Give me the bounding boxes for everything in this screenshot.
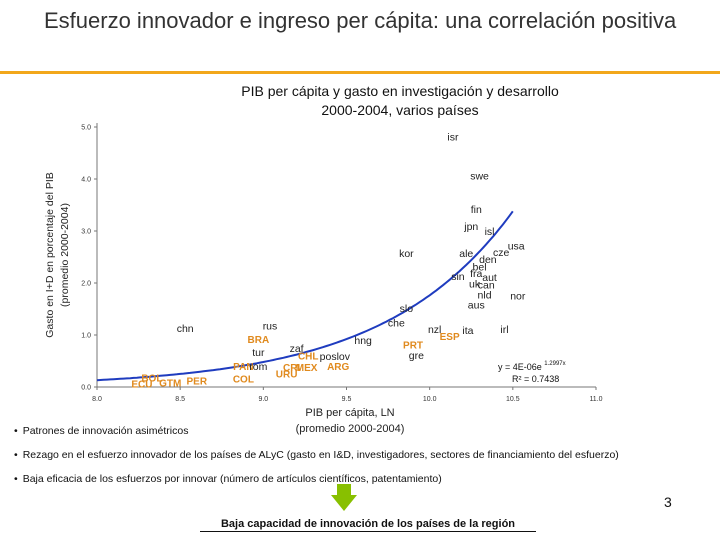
bullet-list: Patrones de innovación asimétricos Rezag… (14, 425, 714, 497)
bullet-item: Rezago en el esfuerzo innovador de los p… (14, 449, 714, 462)
x-tick-label: 8.0 (92, 396, 102, 403)
data-point-col: COL (233, 375, 254, 386)
data-point-cze: cze (493, 247, 510, 259)
bullet-item: Baja eficacia de los esfuerzos por innov… (14, 473, 714, 486)
data-point-kor: kor (399, 248, 414, 260)
data-point-per: PER (187, 376, 208, 387)
trend-curve-layer (96, 210, 514, 382)
regression-equation-base: y = 4E-06e (498, 362, 542, 372)
data-point-nld: nld (478, 289, 492, 301)
data-point-bol: BOL (141, 374, 162, 385)
x-tick-label: 9.0 (258, 396, 268, 403)
chart-subtitle: 2000-2004, varios países (321, 102, 479, 118)
chart-axes: 8.0 8.5 9.0 9.5 10.0 10.5 11.0 0.0 1.0 2.0 3.0 4.0 5… (81, 123, 603, 403)
data-point-usa: usa (508, 241, 525, 253)
y-tick-label: 2.0 (81, 281, 91, 288)
data-point-chl: CHL (298, 351, 319, 362)
data-point-uk: uk (469, 279, 481, 291)
data-point-poslov: poslov (320, 351, 351, 363)
data-point-rus: rus (263, 321, 278, 333)
data-point-tur: tur (252, 347, 265, 359)
y-tick-label: 3.0 (81, 229, 91, 236)
data-point-mex: MEX (296, 363, 318, 374)
data-point-sin: sin (451, 271, 465, 283)
data-point-nzl: nzl (428, 324, 441, 336)
slide-title: Esfuerzo innovador e ingreso per cápita:… (44, 8, 677, 33)
x-tick-label: 9.5 (342, 396, 352, 403)
data-point-bel: bel (473, 261, 487, 273)
data-point-isl: isl (485, 226, 495, 238)
page-number: 3 (664, 494, 672, 510)
data-point-isr: isr (447, 131, 459, 143)
data-point-gtm: GTM (159, 378, 181, 389)
chart-title-block: PIB per cápita y gasto en investigación … (180, 82, 620, 120)
x-tick-label: 8.5 (175, 396, 185, 403)
data-point-hng: hng (354, 335, 372, 347)
arrow-stem (337, 484, 351, 496)
data-point-zaf: zaf (290, 343, 304, 355)
regression-equation: y = 4E-06e 1.2997x (498, 361, 566, 372)
data-point-slo: slo (400, 303, 414, 315)
data-point-cri: CRI (283, 363, 300, 374)
down-arrow-icon (331, 495, 357, 511)
data-point-aus: aus (468, 299, 485, 311)
scatter-chart: 8.0 8.5 9.0 9.5 10.0 10.5 11.0 0.0 1.0 2.0 3.0 4.0 5… (44, 123, 603, 435)
data-point-ita: ita (462, 325, 473, 337)
y-tick-label: 1.0 (81, 333, 91, 340)
r-squared-label: R² = 0.7438 (512, 374, 559, 384)
y-axis-label-sub: (promedio 2000-2004) (59, 203, 71, 307)
y-tick-label: 0.0 (81, 385, 91, 392)
x-tick-label: 10.5 (506, 396, 520, 403)
data-point-can: can (478, 280, 495, 292)
data-point-pan: PAN (233, 362, 253, 373)
data-point-ale: ale (459, 248, 473, 260)
data-point-bra: BRA (248, 335, 270, 346)
data-point-esp: ESP (440, 332, 460, 343)
data-point-rom: rom (249, 361, 267, 373)
conclusion-text: Baja capacidad de innovación de los país… (200, 518, 536, 532)
x-tick-label: 11.0 (589, 396, 602, 403)
data-point-den: den (479, 254, 497, 266)
title-divider (0, 71, 720, 74)
y-tick-label: 5.0 (81, 125, 91, 132)
data-point-uru: URU (276, 370, 298, 381)
x-tick-label: 10.0 (423, 396, 437, 403)
y-tick-label: 4.0 (81, 177, 91, 184)
data-point-prt: PRT (403, 340, 423, 351)
data-point-jpn: jpn (463, 221, 478, 233)
data-point-irl: irl (500, 324, 508, 336)
data-point-fin: fin (471, 204, 482, 216)
data-point-nor: nor (510, 291, 526, 303)
data-point-gre: gre (409, 350, 424, 362)
data-point-chn: chn (177, 323, 194, 335)
trend-curve (96, 210, 514, 382)
y-axis-label: Gasto en I+D en porcentaje del PIB (44, 172, 56, 337)
data-point-ecu: ECU (131, 379, 152, 390)
bullet-item: Patrones de innovación asimétricos (14, 425, 714, 438)
data-point-fra: fra (470, 268, 482, 280)
data-point-arg: ARG (327, 362, 349, 373)
data-point-che: che (388, 318, 405, 330)
regression-equation-exponent: 1.2997x (544, 361, 565, 367)
data-point-swe: swe (470, 170, 489, 182)
chart-title: PIB per cápita y gasto en investigación … (241, 83, 559, 99)
x-axis-label: PIB per cápita, LN (305, 407, 394, 419)
data-point-aut: aut (482, 272, 497, 284)
